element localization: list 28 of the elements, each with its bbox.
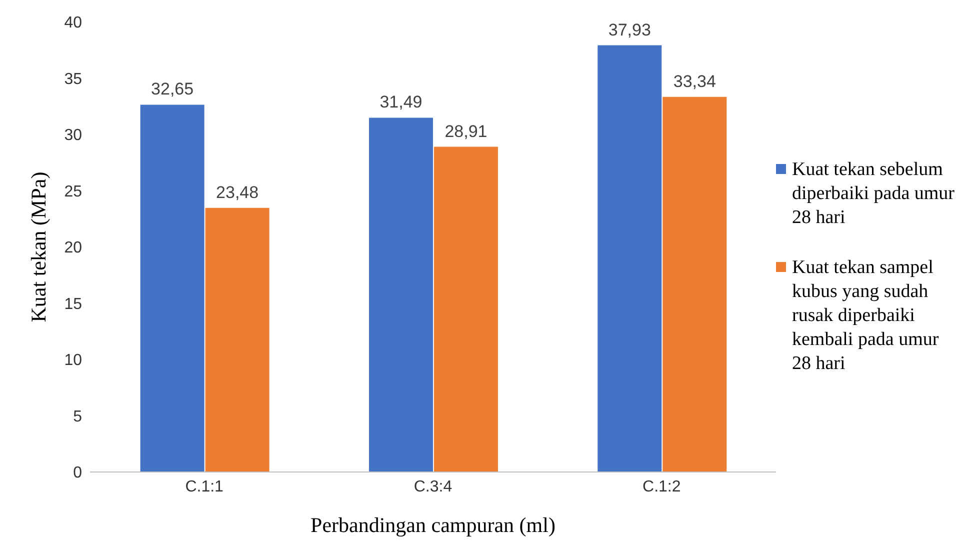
y-tick-label: 10 [64,352,82,370]
x-axis-title: Perbandingan campuran (ml) [310,513,556,537]
data-label: 32,65 [151,80,194,99]
y-tick-label: 0 [73,464,82,482]
y-tick-label: 15 [64,296,82,313]
bar [434,146,498,472]
legend-label: Kuat tekan sebelum diperbaiki pada umur 28 hari [792,158,956,230]
bar [368,118,433,472]
data-label: 23,48 [216,182,259,202]
bar [598,45,662,472]
y-axis-title: Kuat tekan (MPa) [26,172,50,322]
legend-label: Kuat tekan sampel kubus yang sudah rusak diperbaiki kembali pada umur 28 hari [792,256,940,376]
bar [662,96,727,472]
data-label: 33,34 [673,72,716,91]
y-tick-label: 25 [64,183,82,200]
data-label: 37,93 [608,20,651,40]
x-tick-label: C.3:4 [414,478,452,496]
x-tick-label: C.1:1 [185,478,224,496]
x-tick-label: C.1:2 [642,478,681,496]
y-tick-label: 30 [64,127,82,144]
y-tick-label: 35 [64,70,82,88]
bar [205,208,270,472]
data-label: 31,49 [380,92,422,112]
bar [140,104,204,472]
y-tick-label: 40 [64,14,82,32]
y-tick-label: 5 [73,408,82,426]
data-label: 28,91 [444,122,488,141]
y-tick-label: 20 [64,240,82,257]
